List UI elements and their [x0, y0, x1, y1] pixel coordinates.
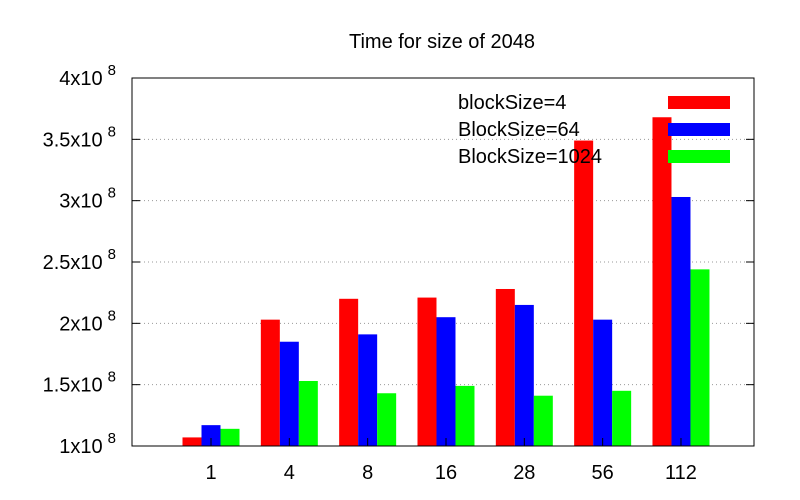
- y-tick-label: 2x10 8: [59, 307, 116, 335]
- bar: [339, 298, 359, 446]
- y-tick-label: 4x10 8: [59, 62, 116, 90]
- bar: [593, 319, 613, 446]
- legend-swatch: [668, 96, 730, 109]
- y-tick-label: 3x10 8: [59, 185, 116, 213]
- chart-title: Time for size of 2048: [349, 31, 535, 53]
- bars-group: [182, 117, 710, 447]
- bar: [201, 425, 221, 446]
- x-tick-label: 1: [205, 462, 216, 484]
- bar: [690, 269, 710, 446]
- bar: [260, 319, 280, 446]
- bar: [455, 385, 475, 446]
- bar: [358, 334, 378, 446]
- y-axis-ticks: 1x10 8 1.5x10 8 2x10 8 2.5x10 8 3x10 8 3.5x10 8 4x10…: [43, 62, 754, 458]
- legend-label: BlockSize=1024: [458, 146, 602, 168]
- x-tick-label: 8: [362, 462, 373, 484]
- bar: [220, 428, 240, 446]
- x-tick-label: 112: [665, 462, 697, 484]
- bar: [377, 393, 397, 446]
- x-tick-label: 4: [284, 462, 295, 484]
- y-tick-label: 1x10 8: [59, 430, 116, 458]
- bar: [298, 380, 318, 446]
- x-tick-label: 28: [513, 462, 535, 484]
- legend-label: blockSize=4: [458, 92, 566, 114]
- y-tick-label: 1.5x10 8: [43, 369, 116, 397]
- bar: [612, 390, 632, 446]
- legend-label: BlockSize=64: [458, 119, 580, 141]
- bar: [533, 395, 553, 446]
- bar: [417, 297, 437, 446]
- y-tick-label: 3.5x10 8: [43, 123, 116, 151]
- bar: [182, 437, 202, 446]
- legend-swatch: [668, 123, 730, 136]
- legend: blockSize=4 BlockSize=64 BlockSize=1024: [458, 92, 730, 168]
- y-tick-label: 2.5x10 8: [43, 246, 116, 274]
- bar: [574, 140, 594, 446]
- x-axis-ticks: 1 4 8 16 28 56 112: [205, 438, 697, 484]
- x-tick-label: 16: [435, 462, 457, 484]
- bar: [495, 288, 515, 446]
- bar: [514, 304, 534, 446]
- bar: [671, 196, 691, 446]
- bar: [652, 117, 672, 447]
- x-tick-label: 56: [592, 462, 614, 484]
- bar: [279, 341, 299, 446]
- legend-swatch: [668, 150, 730, 163]
- bar: [436, 317, 456, 446]
